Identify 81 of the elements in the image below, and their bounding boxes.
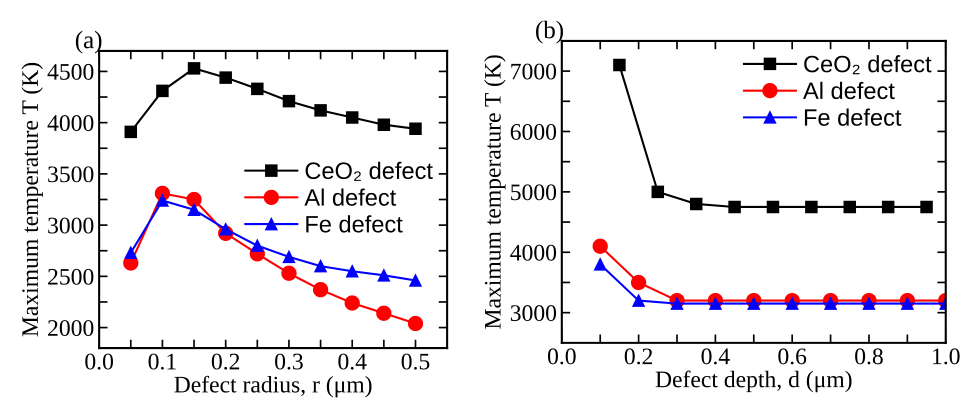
y-tick-label: 4000 bbox=[510, 244, 556, 261]
y-axis-title: Maximum temperature T (K) bbox=[484, 55, 506, 329]
legend-label: Al defect bbox=[803, 82, 895, 100]
y-tick-label: 3000 bbox=[510, 305, 556, 322]
x-tick-label: 0.2 bbox=[212, 354, 240, 370]
x-tick-label: 0.4 bbox=[702, 348, 730, 364]
x-axis-title: Defect radius, r (μm) bbox=[174, 376, 372, 398]
point bbox=[346, 264, 358, 278]
point bbox=[632, 294, 645, 307]
point bbox=[630, 274, 646, 290]
legend-label: CeO₂ defect bbox=[804, 55, 932, 74]
point bbox=[378, 269, 390, 282]
x-tick-label: 0.0 bbox=[548, 348, 576, 364]
point bbox=[766, 200, 780, 214]
y-tick-label: 4500 bbox=[48, 64, 94, 80]
point bbox=[282, 94, 296, 108]
point bbox=[748, 297, 760, 310]
x-tick-label: 0.8 bbox=[855, 348, 883, 364]
point bbox=[376, 306, 392, 321]
point bbox=[156, 194, 169, 207]
x-tick-label: 0.6 bbox=[778, 348, 806, 364]
point bbox=[378, 118, 390, 131]
point bbox=[409, 274, 422, 287]
y-tick-label: 5000 bbox=[511, 184, 556, 200]
point bbox=[312, 282, 328, 298]
point bbox=[690, 198, 702, 210]
point bbox=[188, 62, 200, 75]
point bbox=[786, 297, 798, 310]
point bbox=[652, 186, 664, 198]
point bbox=[281, 266, 297, 281]
point bbox=[901, 297, 914, 310]
point bbox=[156, 84, 169, 98]
y-tick-label: 6000 bbox=[510, 124, 556, 140]
point bbox=[709, 297, 722, 310]
point bbox=[219, 71, 232, 84]
point bbox=[124, 126, 138, 138]
point bbox=[251, 82, 264, 96]
point bbox=[282, 250, 296, 264]
point bbox=[862, 297, 876, 310]
point bbox=[408, 316, 424, 332]
point bbox=[728, 200, 741, 214]
point bbox=[219, 222, 232, 236]
point bbox=[670, 297, 684, 310]
x-tick-label: 1.0 bbox=[933, 348, 960, 364]
point bbox=[409, 122, 422, 136]
point bbox=[251, 239, 264, 252]
point bbox=[344, 295, 360, 311]
point bbox=[314, 260, 327, 272]
y-tick-label: 2000 bbox=[48, 320, 94, 336]
x-tick-label: 0.1 bbox=[148, 354, 176, 370]
y-tick-label: 2500 bbox=[48, 268, 94, 285]
y-axis-title: Maximum temperature T (K) bbox=[21, 62, 43, 336]
legend-label: Fe defect bbox=[306, 215, 403, 233]
point bbox=[314, 104, 327, 117]
point bbox=[188, 203, 200, 216]
x-tick-label: 0.4 bbox=[338, 354, 367, 370]
y-tick-label: 3000 bbox=[48, 218, 94, 234]
point bbox=[124, 246, 138, 260]
point bbox=[920, 200, 933, 214]
point bbox=[594, 258, 606, 271]
x-tick-label: 0.5 bbox=[402, 354, 430, 370]
point bbox=[824, 297, 837, 310]
y-tick-label: 7000 bbox=[511, 64, 556, 80]
legend-label: Fe defect bbox=[804, 108, 902, 126]
legend-label: CeO₂ defect bbox=[306, 162, 433, 181]
y-tick-label: 3500 bbox=[48, 166, 94, 182]
chart-title: (a) bbox=[76, 30, 102, 54]
point bbox=[346, 111, 358, 124]
point bbox=[805, 200, 818, 214]
x-tick-label: 0.3 bbox=[275, 354, 303, 370]
point bbox=[592, 238, 608, 254]
y-tick-label: 4000 bbox=[48, 115, 94, 132]
point bbox=[882, 200, 894, 214]
chart-title: (b) bbox=[536, 20, 563, 44]
point bbox=[186, 192, 202, 208]
x-tick-label: 0.2 bbox=[624, 348, 652, 364]
point bbox=[613, 58, 626, 72]
x-axis-title: Defect depth, d (μm) bbox=[656, 370, 852, 392]
x-tick-label: 0.0 bbox=[85, 354, 113, 370]
point bbox=[844, 200, 856, 214]
legend-label: Al defect bbox=[304, 188, 396, 206]
